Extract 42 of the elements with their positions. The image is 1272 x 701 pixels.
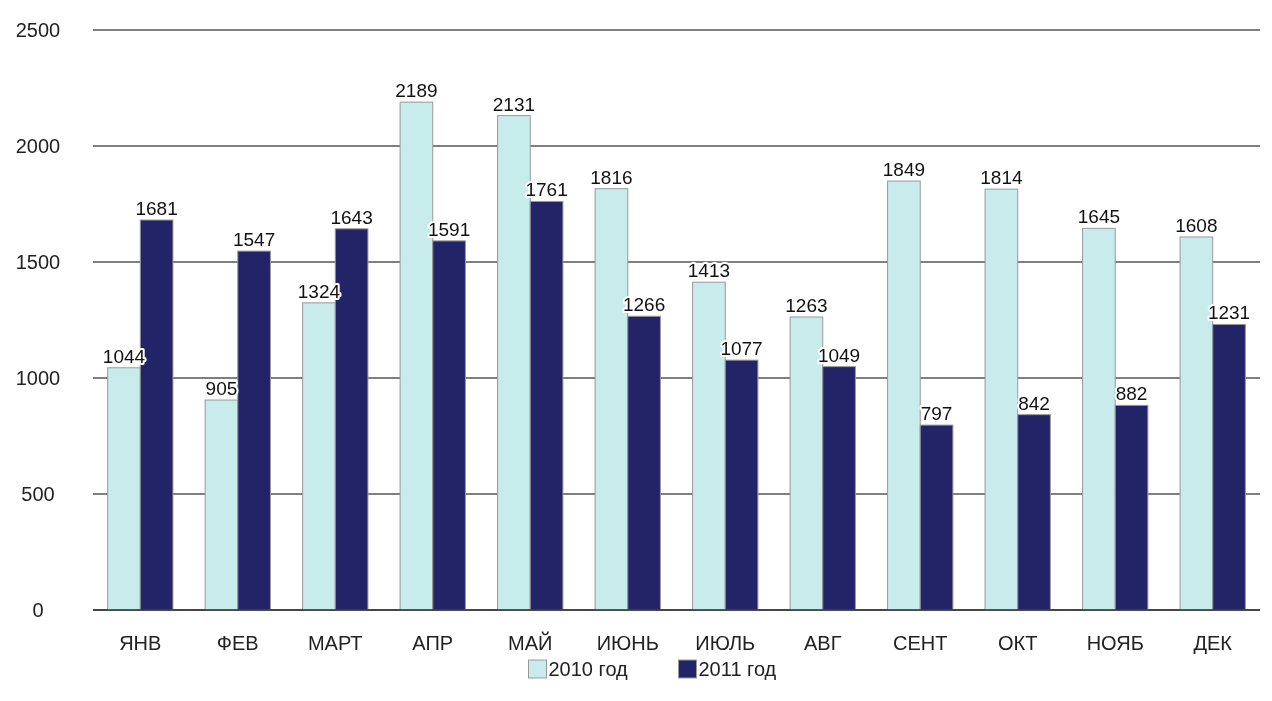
x-tick-label: ЯНВ [119, 632, 162, 654]
x-tick-label: ИЮНЬ [596, 632, 659, 654]
x-tick-label: НОЯБ [1086, 632, 1144, 654]
x-tick-label: СЕНТ [893, 632, 948, 654]
y-tick-label: 500 [21, 483, 55, 505]
x-tick-label: ИЮЛЬ [695, 632, 756, 654]
data-label: 1608 [1175, 214, 1218, 236]
data-label: 1547 [232, 229, 276, 251]
x-tick-label: ФЕВ [216, 632, 259, 654]
legend-label: 2011 год [698, 658, 777, 680]
data-label: 842 [1018, 392, 1050, 414]
y-tick-label: 2000 [15, 135, 61, 157]
data-label: 882 [1115, 383, 1148, 405]
y-tick-label: 0 [32, 599, 44, 621]
data-label: 1849 [882, 159, 926, 181]
data-label: 1413 [687, 260, 731, 282]
data-label: 1761 [525, 179, 568, 201]
x-tick-label: ОКТ [998, 632, 1038, 654]
data-label: 1814 [980, 167, 1023, 189]
data-label: 1816 [590, 166, 633, 188]
data-label: 2131 [492, 93, 536, 115]
data-label: 1266 [622, 294, 666, 316]
data-label: 1643 [330, 206, 373, 228]
x-tick-label: ДЕК [1193, 632, 1233, 654]
data-label: 1681 [135, 198, 178, 220]
data-label: 1591 [427, 218, 471, 240]
data-label: 1231 [1207, 302, 1251, 324]
data-label: 1077 [720, 338, 763, 360]
x-tick-label: АПР [412, 632, 454, 654]
legend-label: 2010 год [548, 658, 629, 680]
y-tick-label: 1000 [15, 367, 61, 389]
y-tick-label: 2500 [15, 19, 61, 41]
x-tick-label: АВГ [803, 632, 842, 654]
data-label: 1645 [1077, 206, 1121, 228]
data-label: 797 [920, 403, 953, 425]
x-tick-label: МАРТ [307, 632, 363, 654]
x-tick-label: МАЙ [508, 631, 553, 654]
data-label: 2189 [395, 80, 438, 102]
y-tick-label: 1500 [15, 251, 61, 273]
data-label: 1049 [817, 344, 861, 366]
data-label: 905 [205, 378, 238, 400]
data-label: 1263 [785, 294, 828, 316]
